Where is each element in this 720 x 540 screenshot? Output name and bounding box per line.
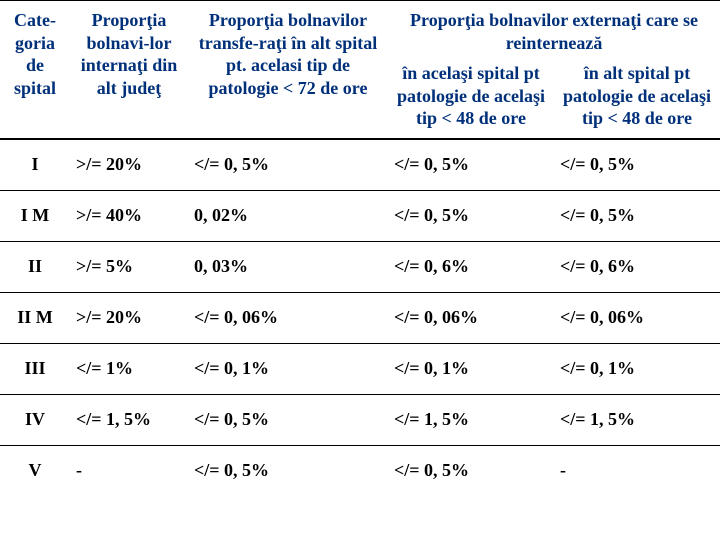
cell-c3: </= 1, 5% — [388, 394, 554, 445]
col-header-alt-spital: în alt spital pt patologie de acelaşi ti… — [554, 62, 720, 139]
cell-category: V — [0, 445, 70, 496]
cell-category: II — [0, 241, 70, 292]
cell-c1: >/= 40% — [70, 190, 188, 241]
cell-category: I — [0, 139, 70, 191]
table-body: I >/= 20% </= 0, 5% </= 0, 5% </= 0, 5% … — [0, 139, 720, 496]
cell-c1: </= 1, 5% — [70, 394, 188, 445]
cell-category: II M — [0, 292, 70, 343]
cell-c4: </= 1, 5% — [554, 394, 720, 445]
table-row: IV </= 1, 5% </= 0, 5% </= 1, 5% </= 1, … — [0, 394, 720, 445]
table-row: I >/= 20% </= 0, 5% </= 0, 5% </= 0, 5% — [0, 139, 720, 191]
cell-c4: </= 0, 6% — [554, 241, 720, 292]
cell-c3: </= 0, 5% — [388, 190, 554, 241]
table-row: III </= 1% </= 0, 1% </= 0, 1% </= 0, 1% — [0, 343, 720, 394]
col-header-transferati: Proporţia bolnavilor transfe-raţi în alt… — [188, 1, 388, 139]
cell-c4: </= 0, 5% — [554, 139, 720, 191]
cell-c2: </= 0, 5% — [188, 394, 388, 445]
cell-c3: </= 0, 06% — [388, 292, 554, 343]
col-header-acelasi-spital: în acelaşi spital pt patologie de acelaş… — [388, 62, 554, 139]
cell-c4: - — [554, 445, 720, 496]
cell-c2: </= 0, 1% — [188, 343, 388, 394]
cell-c3: </= 0, 5% — [388, 139, 554, 191]
cell-c1: - — [70, 445, 188, 496]
cell-c2: 0, 02% — [188, 190, 388, 241]
cell-c3: </= 0, 1% — [388, 343, 554, 394]
col-header-category: Cate-goria de spital — [0, 1, 70, 139]
cell-c4: </= 0, 06% — [554, 292, 720, 343]
cell-category: I M — [0, 190, 70, 241]
cell-c3: </= 0, 5% — [388, 445, 554, 496]
cell-c1: >/= 20% — [70, 139, 188, 191]
cell-c2: 0, 03% — [188, 241, 388, 292]
cell-category: IV — [0, 394, 70, 445]
table-row: II >/= 5% 0, 03% </= 0, 6% </= 0, 6% — [0, 241, 720, 292]
cell-c1: </= 1% — [70, 343, 188, 394]
col-header-internati-alt-judet: Proporţia bolnavi-lor internaţi din alt … — [70, 1, 188, 139]
cell-c2: </= 0, 5% — [188, 139, 388, 191]
cell-c3: </= 0, 6% — [388, 241, 554, 292]
cell-c2: </= 0, 5% — [188, 445, 388, 496]
cell-c2: </= 0, 06% — [188, 292, 388, 343]
col-header-group-reinterneaza: Proporţia bolnavilor externaţi care se r… — [388, 1, 720, 63]
cell-c1: >/= 20% — [70, 292, 188, 343]
table-row: I M >/= 40% 0, 02% </= 0, 5% </= 0, 5% — [0, 190, 720, 241]
cell-category: III — [0, 343, 70, 394]
table-row: II M >/= 20% </= 0, 06% </= 0, 06% </= 0… — [0, 292, 720, 343]
cell-c4: </= 0, 5% — [554, 190, 720, 241]
cell-c4: </= 0, 1% — [554, 343, 720, 394]
cell-c1: >/= 5% — [70, 241, 188, 292]
hospital-categories-table: Cate-goria de spital Proporţia bolnavi-l… — [0, 0, 720, 496]
table-row: V - </= 0, 5% </= 0, 5% - — [0, 445, 720, 496]
